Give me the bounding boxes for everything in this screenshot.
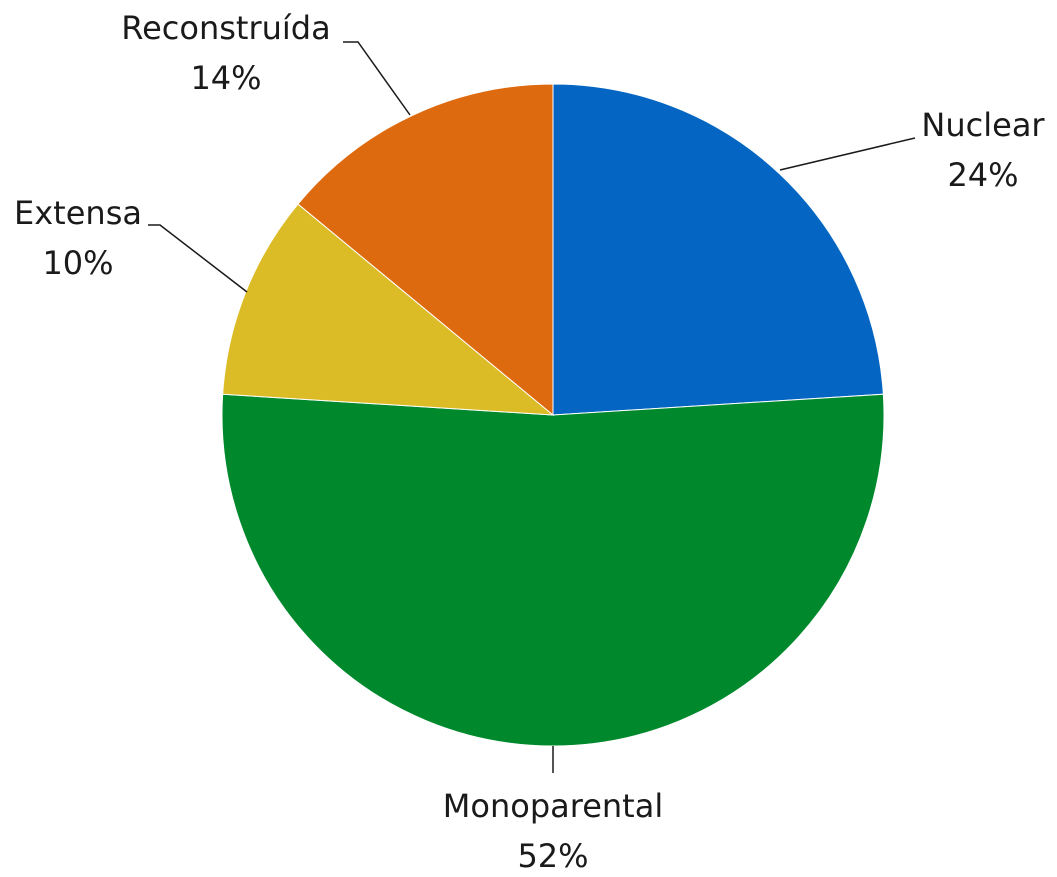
leader-line [779,137,916,171]
leader-line [343,41,411,116]
leader-line [148,224,248,293]
slice-label: Monoparental [443,787,663,825]
value-label: 52% [517,837,588,875]
value-label: 24% [947,156,1018,194]
pie-slice [221,393,885,747]
pie-slice [297,83,554,417]
value-label: 10% [42,244,113,282]
slice-label: Reconstruída [121,9,330,47]
pie-slice [222,203,555,416]
pie-slice [552,83,884,416]
value-label: 14% [190,59,261,97]
slice-label: Nuclear [921,106,1045,144]
slice-label: Extensa [14,194,142,232]
